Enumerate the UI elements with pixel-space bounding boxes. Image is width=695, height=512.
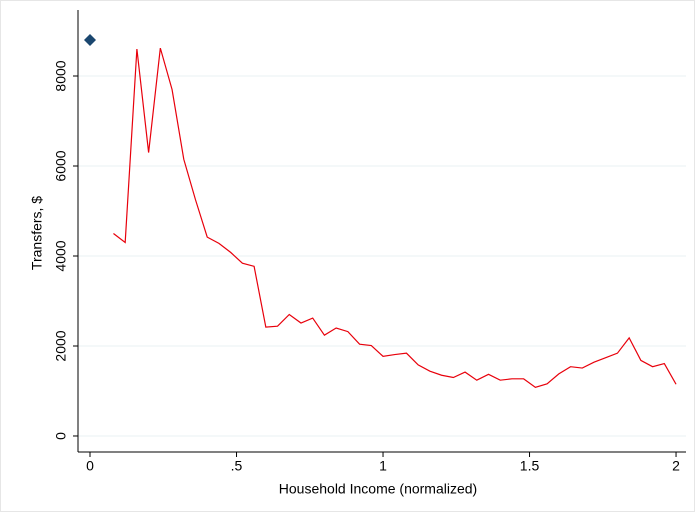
y-tick-label: 2000 [53,330,69,361]
y-tick-label: 8000 [53,60,69,91]
x-tick-label: 1 [379,458,387,474]
x-axis-title: Household Income (normalized) [279,481,477,497]
y-tick-label: 0 [53,432,69,440]
x-tick-label: .5 [231,458,243,474]
y-tick-label: 6000 [53,150,69,181]
x-tick-label: 0 [86,458,94,474]
data-point [84,34,97,47]
y-axis-title: Transfers, $ [29,196,45,270]
y-tick-label: 4000 [53,240,69,271]
x-tick-label: 1.5 [520,458,540,474]
data-line [113,47,677,389]
x-tick-label: 2 [672,458,680,474]
